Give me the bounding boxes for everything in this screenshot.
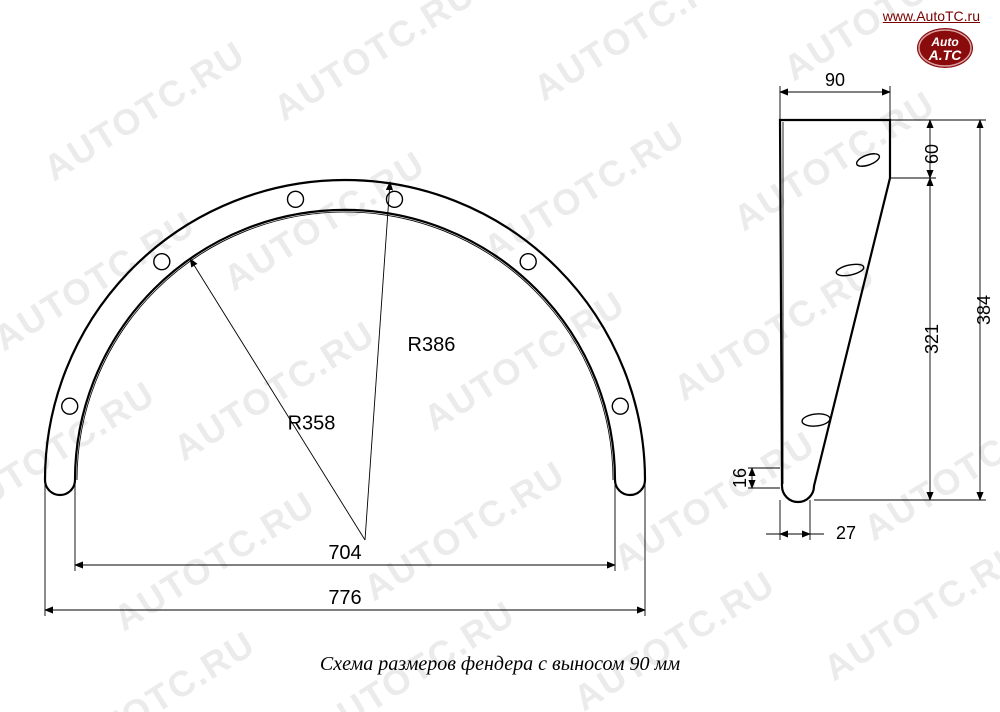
svg-text:60: 60 <box>922 144 942 164</box>
svg-text:16: 16 <box>730 468 750 488</box>
drawing-caption: Схема размеров фендера с выносом 90 мм <box>0 653 1000 676</box>
front-view: R358 R386 704 776 <box>45 180 645 616</box>
svg-text:R386: R386 <box>408 334 456 356</box>
svg-text:704: 704 <box>328 542 361 564</box>
svg-text:27: 27 <box>836 523 856 543</box>
svg-text:90: 90 <box>825 70 845 90</box>
side-view: 90 60 321 384 16 27 <box>730 70 994 543</box>
svg-text:R358: R358 <box>288 412 336 434</box>
engineering-drawing: R358 R386 704 776 90 60 321 384 16 27 <box>0 0 1000 712</box>
svg-text:776: 776 <box>328 587 361 609</box>
svg-text:321: 321 <box>922 324 942 354</box>
svg-text:384: 384 <box>974 295 994 325</box>
